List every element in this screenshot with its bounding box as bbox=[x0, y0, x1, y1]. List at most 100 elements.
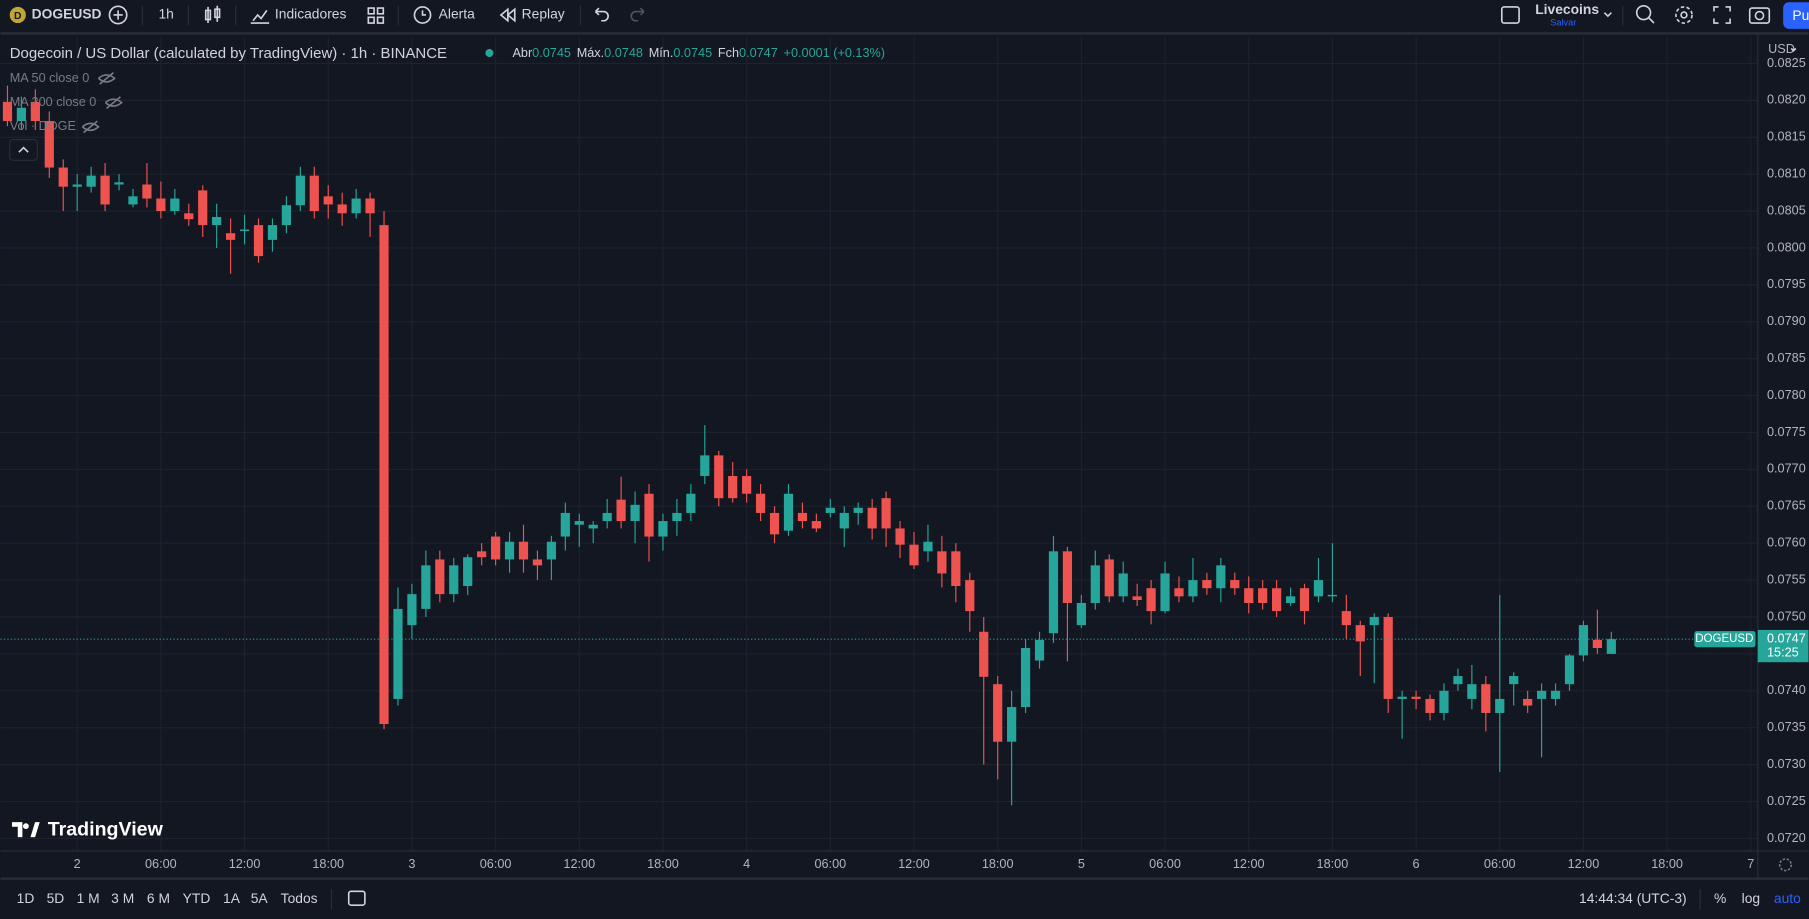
compare-plus bbox=[113, 10, 123, 20]
layout-menu[interactable] bbox=[1603, 12, 1612, 18]
undo-button[interactable] bbox=[594, 7, 609, 22]
candle-body bbox=[1146, 588, 1156, 612]
clock: 14:44:34 (UTC-3) bbox=[1579, 890, 1687, 906]
alert-icon[interactable] bbox=[413, 6, 432, 24]
y-tick-label: 0.0730 bbox=[1767, 757, 1806, 771]
low-value: 0.0745 bbox=[673, 47, 712, 61]
candle-body bbox=[337, 204, 347, 214]
range-button[interactable]: 5D bbox=[47, 890, 65, 906]
currency-label[interactable]: USD bbox=[1768, 42, 1795, 56]
log-toggle[interactable]: log bbox=[1742, 890, 1760, 906]
candle-body bbox=[1341, 611, 1351, 626]
candle-body bbox=[253, 225, 264, 257]
save-button[interactable]: Salvar bbox=[1550, 17, 1576, 27]
y-tick-label: 0.0760 bbox=[1767, 536, 1806, 550]
interval[interactable]: 1h bbox=[158, 6, 173, 22]
snapshot-button[interactable] bbox=[1748, 7, 1771, 24]
candle-body bbox=[1327, 594, 1338, 597]
candle-body bbox=[114, 182, 124, 185]
candle-body bbox=[504, 541, 515, 560]
x-tick-label: 18:00 bbox=[982, 857, 1014, 871]
x-tick-label: 12:00 bbox=[1233, 857, 1265, 871]
candle-body bbox=[769, 512, 780, 535]
price-countdown: 15:25 bbox=[1767, 645, 1799, 659]
y-tick-label: 0.0740 bbox=[1767, 683, 1806, 697]
candle-body bbox=[532, 559, 543, 566]
fullscreen-button[interactable] bbox=[1713, 6, 1731, 24]
close-label: Fch bbox=[718, 47, 739, 61]
candle-body bbox=[58, 167, 68, 187]
logo: TradingView bbox=[12, 818, 164, 840]
collapse-button[interactable] bbox=[9, 138, 38, 161]
replay-button[interactable]: Replay bbox=[522, 6, 565, 22]
candle-body bbox=[881, 498, 891, 529]
candle-body bbox=[407, 594, 417, 626]
redo-button[interactable] bbox=[630, 7, 645, 22]
candle-body bbox=[546, 541, 556, 560]
y-tick-label: 0.0810 bbox=[1767, 167, 1806, 181]
indicators-button[interactable]: Indicadores bbox=[275, 6, 347, 22]
symbol[interactable]: DOGEUSD bbox=[32, 6, 102, 22]
hidden-icon[interactable] bbox=[81, 120, 100, 134]
compare-button[interactable] bbox=[108, 5, 128, 25]
layout-name[interactable]: Livecoins bbox=[1535, 1, 1599, 17]
study-label[interactable]: MA 200 close 0 bbox=[10, 95, 97, 109]
x-tick-label: 06:00 bbox=[145, 857, 177, 871]
hidden-icon[interactable] bbox=[97, 72, 116, 85]
candle-body bbox=[267, 225, 278, 240]
price-name: DOGEUSD bbox=[1695, 633, 1753, 645]
publish-button[interactable] bbox=[1783, 2, 1809, 29]
candle-body bbox=[477, 551, 487, 558]
open-label: Abr bbox=[512, 47, 532, 61]
range-button[interactable]: 1 M bbox=[77, 890, 100, 906]
range-button[interactable]: 1D bbox=[17, 890, 35, 906]
range-button[interactable]: 6 M bbox=[147, 890, 170, 906]
toolbar-bg bbox=[0, 0, 1809, 33]
candle-body bbox=[1216, 565, 1226, 589]
x-tick-label: 18:00 bbox=[1651, 857, 1683, 871]
candle-body bbox=[1062, 551, 1073, 603]
indicators-icon[interactable] bbox=[250, 9, 270, 24]
alert-button[interactable]: Alerta bbox=[439, 6, 475, 22]
x-tick-label: 06:00 bbox=[480, 857, 512, 871]
ohlc-legend: Abr0.0745 Máx.0.0748 Mín.0.0745 Fch0.0747 +0… bbox=[512, 47, 885, 61]
study-label[interactable]: Vol · DOGE bbox=[10, 119, 76, 133]
axis-settings[interactable] bbox=[1778, 858, 1793, 872]
chart-type-button[interactable] bbox=[204, 5, 221, 24]
range-button[interactable]: Todos bbox=[281, 890, 318, 906]
candle-body bbox=[2, 101, 13, 122]
candle-body bbox=[100, 175, 110, 205]
range-button[interactable]: YTD bbox=[183, 890, 211, 906]
y-tick-label: 0.0720 bbox=[1767, 831, 1806, 845]
candle-body bbox=[1104, 559, 1114, 597]
candle-body bbox=[1411, 696, 1421, 699]
candle-body bbox=[1523, 698, 1533, 706]
x-tick-label: 12:00 bbox=[898, 857, 930, 871]
candle-body bbox=[170, 198, 180, 212]
goto-date-button[interactable] bbox=[347, 890, 366, 906]
x-tick-label: 5 bbox=[1078, 857, 1085, 871]
search-button[interactable] bbox=[1635, 4, 1652, 21]
settings-button[interactable] bbox=[1675, 6, 1693, 24]
currency-menu[interactable] bbox=[1790, 47, 1797, 52]
symbol-icon[interactable] bbox=[9, 6, 26, 24]
range-button[interactable]: 5A bbox=[251, 890, 269, 906]
candle-body bbox=[198, 190, 208, 226]
collapse-arrow bbox=[18, 146, 29, 153]
y-tick-label: 0.0755 bbox=[1767, 572, 1806, 586]
candle-body bbox=[1174, 588, 1184, 597]
auto-toggle[interactable]: auto bbox=[1774, 890, 1801, 906]
range-button[interactable]: 1A bbox=[223, 890, 241, 906]
x-tick-label: 06:00 bbox=[1484, 857, 1516, 871]
layout-checkbox[interactable] bbox=[1500, 6, 1520, 24]
templates-button[interactable] bbox=[367, 7, 385, 24]
candle-body bbox=[560, 512, 570, 537]
study-label[interactable]: MA 50 close 0 bbox=[10, 71, 90, 85]
candle-body bbox=[853, 507, 863, 513]
percent-toggle[interactable]: % bbox=[1714, 890, 1726, 906]
range-button[interactable]: 3 M bbox=[111, 890, 134, 906]
hidden-icon[interactable] bbox=[104, 96, 123, 110]
candle-body bbox=[1564, 655, 1575, 685]
replay-icon[interactable] bbox=[499, 7, 516, 23]
